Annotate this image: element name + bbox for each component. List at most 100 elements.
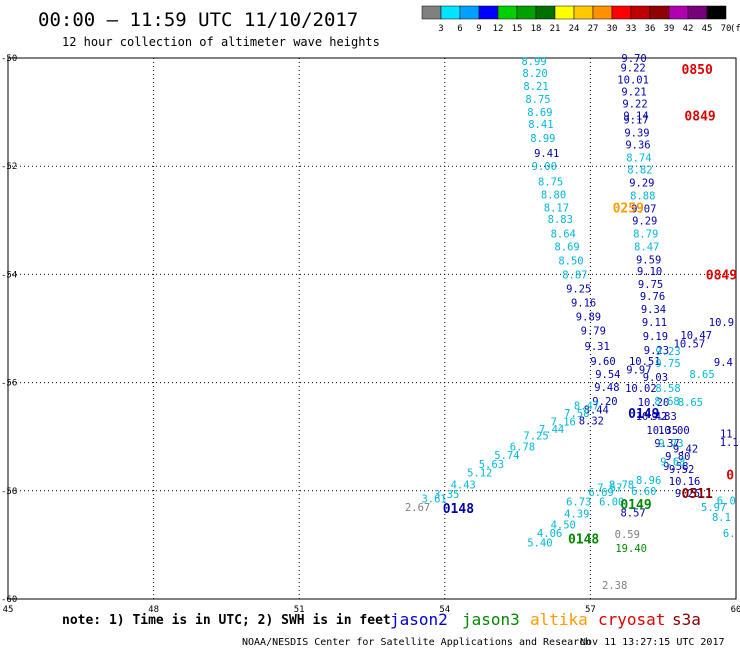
wave-height-points: 8.998.208.218.758.698.418.999.419.008.75…	[405, 53, 739, 592]
legend-entry-altika: altika	[530, 610, 588, 629]
wave-height-value: 10.16	[669, 476, 701, 488]
x-tick-label: 60	[731, 605, 740, 615]
wave-height-value: 7.44	[539, 424, 564, 436]
colorbar-cell	[668, 5, 689, 20]
colorbar-tick-label: 3	[438, 24, 443, 34]
colorbar-cell	[630, 5, 651, 20]
wave-height-value: 10.01	[617, 75, 649, 87]
wave-height-value: 6.78	[510, 441, 535, 453]
colorbar-cell	[687, 5, 708, 20]
wave-height-value: 6.	[723, 528, 736, 540]
wave-height-value: 9.83	[652, 411, 677, 423]
wave-height-value: 9.16	[571, 298, 596, 310]
y-tick-label: -50	[1, 54, 17, 64]
wave-height-value: 9.39	[624, 128, 649, 140]
wave-height-value: 8.79	[633, 228, 658, 240]
wave-height-value: 9.36	[625, 140, 650, 152]
x-tick-label: 45	[3, 605, 14, 615]
pass-time-label: 0259	[613, 201, 644, 216]
legend-entry-s3a: s3a	[672, 610, 701, 629]
wave-height-value: 9.80	[665, 451, 690, 463]
wave-height-value: 9.34	[641, 304, 666, 316]
wave-height-value: 5.63	[479, 459, 504, 471]
footer-note: note: 1) Time is in UTC; 2) SWH is in fe…	[62, 613, 391, 628]
wave-height-value: 10.02	[625, 383, 657, 395]
colorbar-tick-label: 70	[721, 24, 732, 34]
wave-height-value: 9.17	[623, 115, 648, 127]
wave-height-value: 0.59	[615, 529, 640, 541]
wave-height-value: 9.07	[631, 203, 656, 215]
pass-time-label: 0148	[443, 502, 474, 517]
wave-height-value: 2.67	[405, 502, 430, 514]
wave-height-value: 9.54	[595, 369, 620, 381]
wave-height-value: 9.21	[621, 87, 646, 99]
wave-height-value: 10.20	[638, 397, 670, 409]
wave-height-value: 8.58	[655, 383, 680, 395]
colorbar-tick-label: 15	[512, 24, 523, 34]
colorbar-cell	[478, 5, 499, 20]
wave-height-value: 8.75	[538, 176, 563, 188]
wave-height-value: 8.75	[525, 94, 550, 106]
wave-height-value: 9.23	[644, 345, 669, 357]
wave-height-value: 8.41	[528, 119, 553, 131]
wave-height-value: 9.14	[623, 110, 648, 122]
colorbar-tick-label: 9	[476, 24, 481, 34]
chart-subtitle: 12 hour collection of altimeter wave hei…	[62, 35, 380, 49]
wave-height-value: 6.60	[631, 486, 656, 498]
wave-height-value: 9.25	[675, 488, 700, 500]
plot-frame	[7, 57, 737, 600]
wave-height-value: 9.75	[638, 279, 663, 291]
wave-height-value: 10.00	[658, 425, 690, 437]
y-tick-label: -54	[1, 270, 17, 280]
wave-height-value: 9.22	[620, 63, 645, 75]
wave-height-value: 7.58	[564, 408, 589, 420]
pass-time-label: 0849	[706, 268, 737, 283]
wave-height-value: 11	[720, 428, 733, 440]
wave-height-value: 8.69	[527, 107, 552, 119]
colorbar-tick-label: 45	[702, 24, 713, 34]
wave-height-value: 4.43	[451, 479, 476, 491]
wave-height-value: 9.70	[621, 53, 646, 65]
colorbar-tick-label: 12	[493, 24, 504, 34]
wave-height-value: 8.65	[678, 397, 703, 409]
wave-height-value: 8.65	[689, 369, 714, 381]
pass-time-label: 0149	[620, 498, 651, 513]
wave-height-value: 8.57	[620, 507, 645, 519]
wave-height-value: 9.76	[640, 291, 665, 303]
wave-height-value: 8.74	[626, 153, 651, 165]
colorbar-tick-label: 33	[626, 24, 637, 34]
wave-height-value: 9.79	[581, 326, 606, 338]
colorbar-tick-label: 6	[457, 24, 462, 34]
wave-height-value: 9.11	[642, 317, 667, 329]
wave-height-value: 10.9	[709, 317, 734, 329]
wave-height-value: 9.31	[585, 341, 610, 353]
colorbar-tick-label: 24	[569, 24, 580, 34]
wave-height-value: 4.50	[551, 519, 576, 531]
colorbar-tick-label: 36	[645, 24, 656, 34]
wave-height-value: 8.1	[712, 512, 731, 524]
wave-height-value: 6.0	[717, 496, 736, 508]
wave-height-value: 8.47	[574, 400, 599, 412]
wave-height-value: 8.82	[627, 164, 652, 176]
wave-height-value: 8.87	[562, 269, 587, 281]
wave-height-value: 8.80	[541, 189, 566, 201]
wave-height-value: 9.42	[673, 444, 698, 456]
wave-height-value: 7.25	[523, 431, 548, 443]
wave-height-value: 10.42	[636, 411, 668, 423]
wave-height-value: 8.78	[609, 479, 634, 491]
colorbar-cell	[516, 5, 537, 20]
wave-height-value: 6.73	[566, 497, 591, 509]
wave-height-value: 5.40	[527, 538, 552, 550]
pass-time-label: 0149	[628, 407, 659, 422]
pass-time-label: 0849	[684, 109, 715, 124]
wave-height-value: 4.06	[537, 528, 562, 540]
wave-height-value: 9.03	[643, 372, 668, 384]
colorbar-cell	[611, 5, 632, 20]
wave-height-value: 1.1	[720, 437, 739, 449]
wave-height-value: 9.73	[658, 438, 683, 450]
wave-height-value: 9.97	[626, 365, 651, 377]
x-tick-label: 48	[148, 605, 159, 615]
wave-height-value: 8.69	[554, 241, 579, 253]
